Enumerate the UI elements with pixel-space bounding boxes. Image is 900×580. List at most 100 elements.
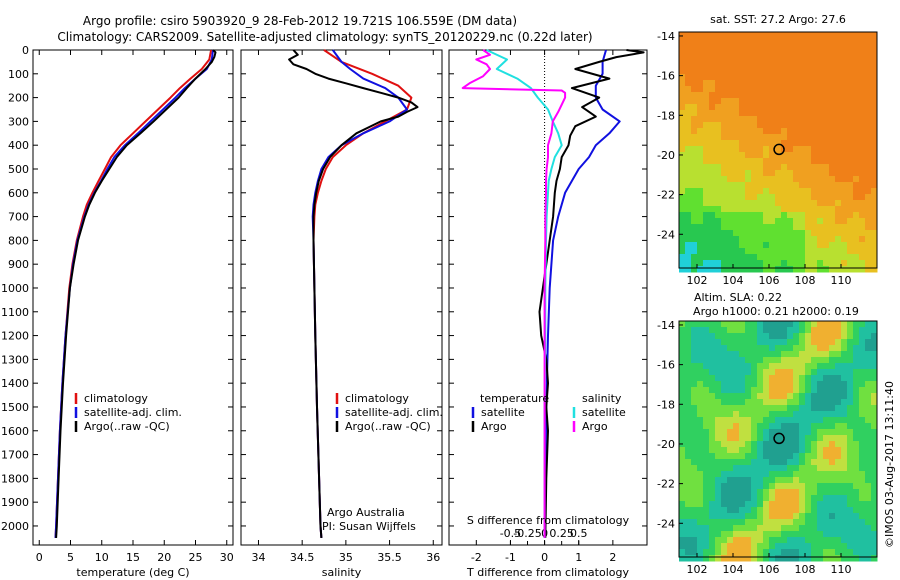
map-cell: [853, 543, 860, 550]
map-cell: [853, 98, 860, 105]
map-cell: [811, 399, 818, 406]
map-cell: [679, 158, 686, 165]
map-cell: [679, 44, 686, 51]
map-cell: [787, 266, 794, 273]
map-cell: [769, 417, 776, 424]
map-cell: [709, 459, 716, 466]
map-cell: [787, 206, 794, 213]
map-cell: [679, 405, 686, 412]
map-cell: [739, 543, 746, 550]
map-cell: [841, 110, 848, 117]
map-cell: [679, 495, 686, 502]
map-cell: [811, 339, 818, 346]
map-cell: [835, 429, 842, 436]
map-cell: [847, 248, 854, 255]
map-cell: [865, 266, 872, 273]
map-cell: [835, 164, 842, 171]
map-cell: [841, 224, 848, 231]
map-cell: [787, 236, 794, 243]
map-cell: [859, 525, 866, 532]
map-cell: [787, 98, 794, 105]
map-cell: [865, 80, 872, 87]
map-cell: [685, 98, 692, 105]
x-tick-label: 25: [189, 551, 203, 564]
map-cell: [823, 236, 830, 243]
map-cell: [799, 266, 806, 273]
map-cell: [805, 501, 812, 508]
map-cell: [775, 441, 782, 448]
map-cell: [793, 104, 800, 111]
map-cell: [793, 555, 800, 562]
map-cell: [685, 507, 692, 514]
map-cell: [823, 363, 830, 370]
map-cell: [811, 68, 818, 75]
map-cell: [721, 429, 728, 436]
map-cell: [745, 224, 752, 231]
map-cell: [739, 224, 746, 231]
map-cell: [721, 495, 728, 502]
map-cell: [847, 152, 854, 159]
map-cell: [775, 381, 782, 388]
map-x-tick-label: 108: [795, 274, 816, 287]
map-cell: [829, 62, 836, 69]
map-cell: [835, 483, 842, 490]
map-cell: [817, 477, 824, 484]
map-cell: [703, 188, 710, 195]
map-cell: [721, 363, 728, 370]
map-cell: [745, 345, 752, 352]
map-cell: [793, 128, 800, 135]
map-cell: [799, 56, 806, 63]
map-cell: [739, 399, 746, 406]
map-cell: [685, 56, 692, 63]
map-cell: [721, 345, 728, 352]
map-cell: [829, 441, 836, 448]
map-cell: [751, 158, 758, 165]
map-cell: [793, 399, 800, 406]
map-cell: [721, 489, 728, 496]
map-cell: [811, 146, 818, 153]
map-cell: [739, 513, 746, 520]
map-cell: [829, 218, 836, 225]
map-cell: [871, 507, 878, 514]
map-y-tick-label: -24: [657, 228, 675, 241]
map-cell: [745, 68, 752, 75]
s-tick-label: -0.5: [500, 527, 521, 540]
map-cell: [679, 381, 686, 388]
map-cell: [715, 254, 722, 261]
map-cell: [751, 447, 758, 454]
map-cell: [679, 164, 686, 171]
map-cell: [775, 543, 782, 550]
map-cell: [739, 218, 746, 225]
map-cell: [727, 465, 734, 472]
map-cell: [817, 194, 824, 201]
map-cell: [829, 164, 836, 171]
map-cell: [751, 387, 758, 394]
map-cell: [691, 50, 698, 57]
map-cell: [751, 50, 758, 57]
map-cell: [715, 104, 722, 111]
map-cell: [685, 182, 692, 189]
map-cell: [751, 98, 758, 105]
map-cell: [865, 405, 872, 412]
map-cell: [721, 549, 728, 556]
map-cell: [727, 411, 734, 418]
sla-map-panel: 102 104 106 108 110-14-16-18-20-22-24: [657, 319, 878, 576]
map-cell: [787, 74, 794, 81]
map-cell: [859, 236, 866, 243]
map-cell: [691, 405, 698, 412]
map-cell: [841, 519, 848, 526]
map-cell: [727, 266, 734, 273]
map-cell: [697, 351, 704, 358]
map-cell: [817, 140, 824, 147]
map-cell: [775, 200, 782, 207]
map-cell: [679, 74, 686, 81]
map-cell: [769, 531, 776, 538]
map-cell: [835, 495, 842, 502]
map-cell: [871, 182, 878, 189]
map-cell: [679, 86, 686, 93]
map-cell: [691, 92, 698, 99]
map-cell: [823, 483, 830, 490]
map-cell: [847, 86, 854, 93]
map-cell: [847, 80, 854, 87]
map-cell: [691, 501, 698, 508]
